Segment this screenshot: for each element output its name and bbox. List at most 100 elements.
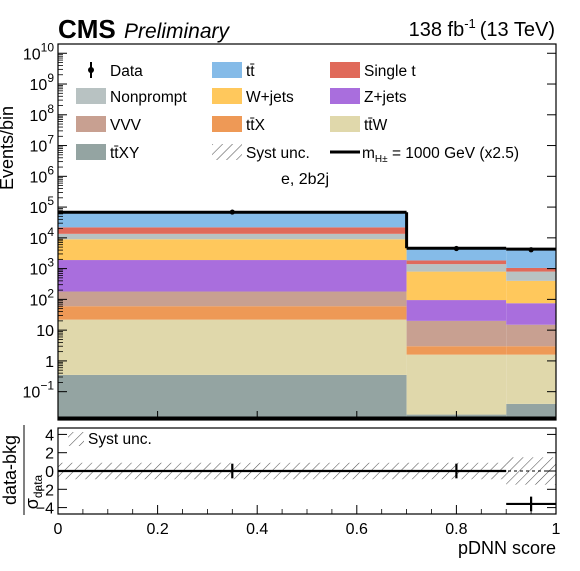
main-y-axis-label: Events/bin	[0, 106, 17, 190]
legend-label-ttxy: tt̄XY	[110, 145, 139, 162]
y-tick-base: 10	[30, 262, 48, 279]
bar-nonprompt-bin1	[406, 264, 507, 272]
data-point-2	[528, 247, 534, 253]
category-label: e, 2b2j	[281, 171, 329, 188]
y-tick-base: 10	[23, 46, 41, 63]
bar-vvv-bin0	[58, 291, 407, 307]
legend-item-ttx: tt̄X	[212, 116, 266, 134]
lumi-exponent: -1	[464, 16, 476, 31]
bar-tt-bin0	[58, 212, 407, 228]
legend-label-vvv: VVV	[110, 117, 142, 134]
status-label: Preliminary	[124, 20, 231, 43]
y-tick-base: 10	[23, 385, 41, 402]
legend-swatch-zj	[330, 88, 360, 104]
legend-label-st: Single t	[364, 63, 416, 80]
y-tick-label-10000000000: 1010	[23, 40, 54, 63]
ratio-legend-label: Syst unc.	[88, 431, 152, 448]
y-tick-label-1: 1	[45, 354, 54, 371]
bar-tt-x-bin2	[506, 346, 556, 355]
y-tick-label-100: 102	[30, 286, 55, 309]
bar-tt-w-bin0	[58, 319, 407, 375]
bar-nonprompt-bin2	[506, 271, 556, 281]
y-tick-exponent: 10	[41, 40, 55, 54]
legend-swatch-ttx	[212, 116, 242, 132]
legend-item-vvv: VVV	[76, 116, 142, 134]
ratio-y-axis-label: data-bkg σdata	[0, 425, 45, 515]
ratio-legend-swatch	[68, 432, 84, 446]
bar-tt-xy-bin0	[58, 374, 407, 420]
ratio-x-axis: 0 0.2 0.4 0.6 0.8 1	[54, 505, 561, 538]
ratio-points	[58, 463, 556, 512]
y-tick-label-10: 10	[36, 323, 54, 340]
legend-swatch-ttw	[330, 116, 360, 132]
legend-marker-data-dot	[88, 67, 94, 73]
y-tick-base: 10	[30, 231, 48, 248]
y-tick-label-100000: 105	[30, 194, 55, 217]
main-plot-frame	[57, 43, 557, 421]
lumi-value: 138 fb	[409, 19, 465, 41]
legend-item-ttw: tt̄W	[330, 116, 388, 134]
bar-w-jets-bin0	[58, 239, 407, 261]
x-tick-label-0.4: 0.4	[246, 521, 268, 538]
bar-tt-bin1	[406, 248, 507, 261]
signal-label-part: = 1000 GeV (x2.5)	[388, 145, 519, 162]
legend-item-tt: tt̄	[212, 62, 255, 80]
bar-tt-x-bin1	[406, 346, 507, 355]
bar-single-t-bin0	[58, 227, 407, 234]
y-tick-exponent: 3	[47, 256, 54, 270]
lumi-energy: (13 TeV)	[480, 19, 555, 41]
y-tick-base: 10	[30, 292, 48, 309]
data-point-0	[229, 209, 235, 215]
legend-label-ttw: tt̄W	[364, 117, 388, 134]
x-tick-label-0.6: 0.6	[346, 521, 368, 538]
y-tick-label-1000000000: 109	[30, 71, 55, 94]
legend-item-wj: W+jets	[212, 88, 294, 106]
y-tick-base: 10	[30, 169, 48, 186]
legend-swatch-st	[330, 62, 360, 78]
x-tick-label-0: 0	[54, 521, 63, 538]
y-tick-label-10000000: 107	[30, 133, 55, 156]
legend-label-tt: tt̄	[246, 63, 255, 80]
x-tick-label-0.8: 0.8	[445, 521, 467, 538]
legend-item-data: Data	[88, 62, 143, 80]
ratio-y-tick-label-4: 4	[45, 427, 54, 444]
y-tick-exponent: 7	[47, 133, 54, 147]
data-point-1	[453, 245, 459, 252]
legend-label-data: Data	[110, 63, 143, 80]
y-tick-exponent: 4	[47, 225, 54, 239]
stack-layer	[58, 212, 556, 420]
legend-swatch-np	[76, 88, 106, 104]
bar-single-t-bin2	[506, 267, 556, 272]
ratio-y-tick-label-2: 2	[45, 446, 54, 463]
ratio-y-label-sub: data	[31, 474, 45, 498]
legend-label-zj: Z+jets	[364, 89, 407, 106]
y-tick-base: 10	[36, 323, 54, 340]
bar-z-jets-bin2	[506, 303, 556, 325]
legend-label-syst: Syst unc.	[246, 145, 310, 162]
y-tick-label-100000000: 108	[30, 102, 55, 125]
legend-item-syst: Syst unc.	[212, 144, 310, 162]
bar-tt-xy-bin2	[506, 403, 556, 420]
legend-swatch-ttxy	[76, 144, 106, 160]
ratio-y-tick-label--2: −2	[36, 482, 54, 499]
y-tick-exponent: 5	[47, 194, 54, 208]
bar-vvv-bin2	[506, 324, 556, 347]
y-tick-label-1000: 103	[30, 256, 55, 279]
y-tick-base: 10	[30, 139, 48, 156]
ratio-y-label-sigma: σ	[22, 498, 42, 509]
y-tick-exponent: 2	[47, 286, 54, 300]
bar-vvv-bin1	[406, 320, 507, 347]
bar-w-jets-bin1	[406, 271, 507, 301]
legend-swatch-tt	[212, 62, 242, 78]
y-tick-label-10000: 104	[30, 225, 55, 248]
legend-item-st: Single t	[330, 62, 416, 80]
ratio-y-axis: −4 −202 4	[36, 427, 556, 518]
legend-label-wj: W+jets	[246, 89, 294, 106]
lumi-label: 138 fb-1 (13 TeV)	[409, 16, 555, 41]
legend-label-ttx: tt̄X	[246, 117, 266, 134]
legend: Data tt̄ Single t Nonprompt W+jets Z+jets VVV t…	[76, 62, 519, 165]
bar-tt-w-bin2	[506, 354, 556, 404]
